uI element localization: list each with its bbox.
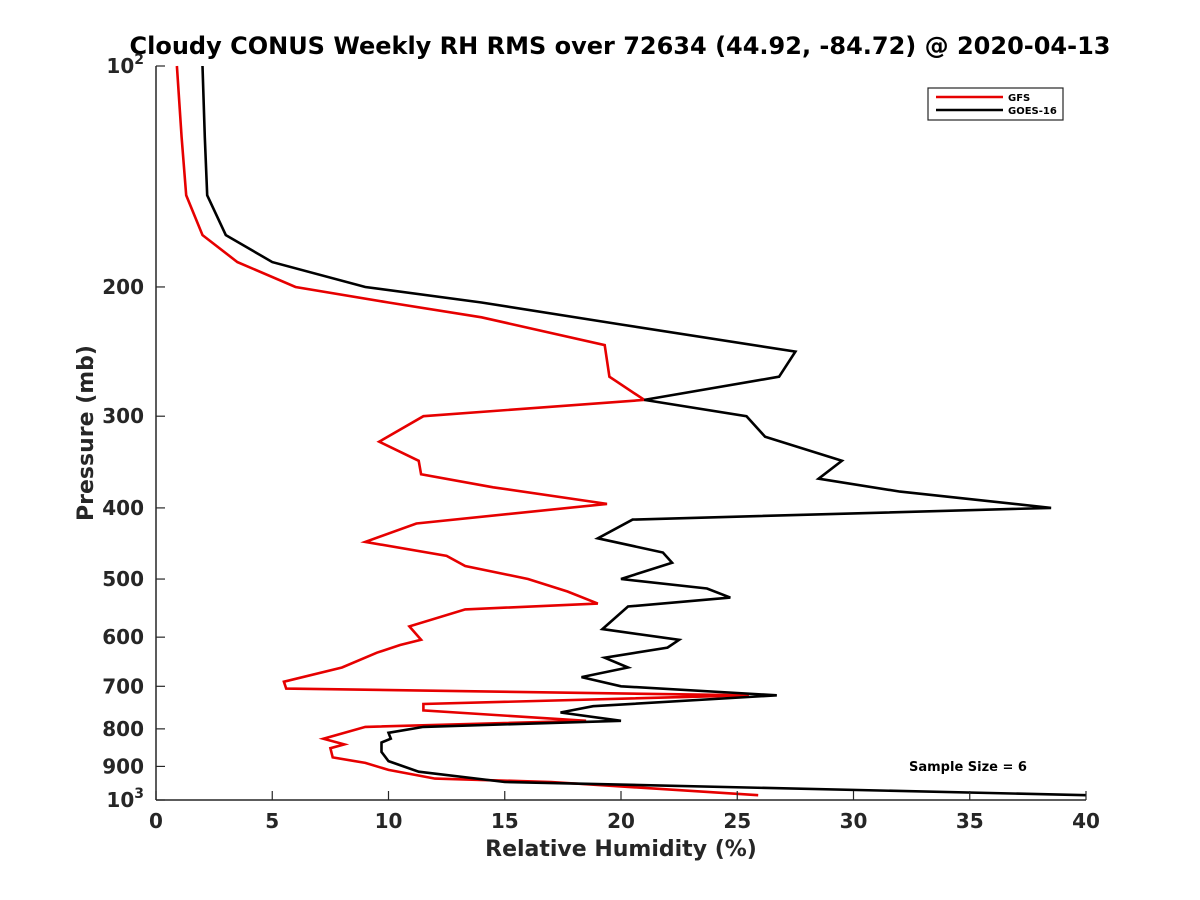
y-ticks-group: 102 200 300 400 500 600 700 800 900 103 xyxy=(102,52,165,812)
x-tick-label: 40 xyxy=(1072,809,1100,833)
y-tick-label: 400 xyxy=(102,496,144,520)
x-tick-label: 5 xyxy=(265,809,279,833)
plot-series-group xyxy=(175,65,1087,797)
series-line-gfs xyxy=(175,65,759,797)
y-tick-label: 102 xyxy=(106,52,144,78)
x-tick-label: 0 xyxy=(149,809,163,833)
chart-title: Cloudy CONUS Weekly RH RMS over 72634 (4… xyxy=(130,32,1111,60)
y-tick-label: 500 xyxy=(102,567,144,591)
x-tick-label: 10 xyxy=(375,809,403,833)
series-line-goes16 xyxy=(201,65,1087,797)
y-tick-label: 700 xyxy=(102,674,144,698)
y-tick-label: 600 xyxy=(102,625,144,649)
y-axis-label: Pressure (mb) xyxy=(74,345,99,521)
x-ticks-group: 0 5 10 15 20 25 30 35 40 xyxy=(149,791,1100,833)
x-tick-label: 15 xyxy=(491,809,519,833)
x-axis-label: Relative Humidity (%) xyxy=(485,837,757,862)
legend-box xyxy=(927,87,1064,121)
y-tick-label: 103 xyxy=(106,786,144,812)
x-tick-label: 25 xyxy=(723,809,751,833)
legend-label-gfs: GFS xyxy=(1008,93,1030,104)
y-tick-label: 300 xyxy=(102,404,144,428)
sample-size-annotation: Sample Size = 6 xyxy=(909,760,1027,775)
y-tick-label: 200 xyxy=(102,275,144,299)
y-tick-label: 800 xyxy=(102,717,144,741)
y-tick-label: 900 xyxy=(102,754,144,778)
x-tick-label: 30 xyxy=(840,809,868,833)
x-tick-label: 35 xyxy=(956,809,984,833)
legend-label-goes16: GOES-16 xyxy=(1008,106,1057,117)
legend: GFS GOES-16 xyxy=(927,87,1064,121)
x-tick-label: 20 xyxy=(607,809,635,833)
